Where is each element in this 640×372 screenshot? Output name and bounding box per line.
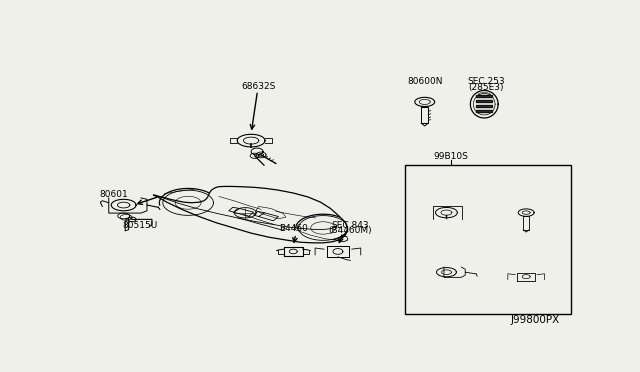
Text: SEC.843: SEC.843 — [332, 221, 369, 230]
Polygon shape — [476, 110, 492, 112]
Text: 80600N: 80600N — [407, 77, 442, 86]
Text: (285E3): (285E3) — [468, 83, 504, 92]
Text: J99800PX: J99800PX — [511, 315, 560, 325]
Polygon shape — [476, 100, 492, 102]
Text: 68632S: 68632S — [241, 82, 276, 91]
Text: 80515U: 80515U — [122, 221, 157, 230]
Polygon shape — [476, 105, 492, 107]
Text: 99B10S: 99B10S — [433, 152, 468, 161]
Text: (B4460M): (B4460M) — [328, 226, 372, 235]
Polygon shape — [476, 95, 492, 97]
Text: B4460: B4460 — [279, 224, 308, 233]
Bar — [405, 165, 571, 314]
Text: SEC.253: SEC.253 — [467, 77, 504, 86]
Text: 80601: 80601 — [99, 190, 128, 199]
